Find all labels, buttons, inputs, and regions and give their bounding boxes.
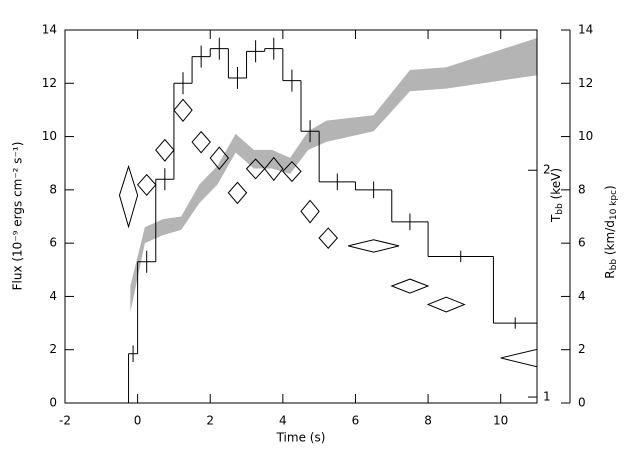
diamond: [209, 146, 230, 171]
y-tick-label: 0: [49, 396, 57, 410]
diamond: [155, 138, 175, 162]
y-tick-label: 8: [49, 182, 57, 196]
diamond: [390, 278, 430, 294]
y2-tick-label: 10: [578, 129, 593, 143]
diamond: [500, 348, 537, 368]
label-part: T: [549, 214, 563, 223]
diamond: [348, 239, 400, 253]
y-tick-label: 10: [42, 129, 57, 143]
diamond: [282, 160, 302, 183]
plot-area: [118, 37, 537, 403]
label-sub: 10 kpc: [609, 190, 619, 220]
band: [130, 37, 537, 313]
x-tick-label: 10: [493, 414, 508, 428]
x-tick-label: 6: [352, 414, 360, 428]
label-sub: bb: [609, 259, 619, 271]
label-part: ): [603, 185, 617, 190]
x-axis-label: Time (s): [276, 431, 326, 445]
x-tick-label: 4: [279, 414, 287, 428]
y2-tick-label: 2: [578, 342, 586, 356]
y2-tick-label: 0: [578, 396, 586, 410]
diamond: [426, 296, 466, 313]
diamond: [318, 227, 338, 249]
y-tick-label: 12: [42, 76, 57, 90]
diamond: [173, 98, 193, 123]
y2-tick-label: 12: [578, 76, 593, 90]
y-tick-label: 4: [49, 289, 57, 303]
y-tick-label: 14: [42, 23, 57, 37]
x-tick-label: 2: [206, 414, 214, 428]
label-part: R: [603, 270, 617, 278]
x-tick-label: 0: [134, 414, 142, 428]
y2-tick-label: 6: [578, 236, 586, 250]
diamond: [300, 199, 320, 224]
label-sub: bb: [555, 203, 565, 215]
y3-tick-label: 2: [543, 163, 551, 177]
diamond: [191, 130, 211, 154]
y-tick-label: 6: [49, 236, 57, 250]
label-part: (keV): [549, 168, 563, 203]
diamond: [136, 173, 157, 196]
y2-tick-label: 14: [578, 23, 593, 37]
label-part: (km/d: [603, 220, 617, 259]
y3-tick-label: 1: [543, 390, 551, 404]
y-axis-label: Flux (10⁻⁹ ergs cm⁻² s⁻¹): [11, 142, 25, 291]
plot-frame: [64, 29, 538, 404]
diamond: [118, 164, 139, 229]
diamond: [264, 156, 284, 182]
y2-tick-label: 8: [578, 182, 586, 196]
x-tick-label: 8: [424, 414, 432, 428]
y-tick-label: 2: [49, 342, 57, 356]
diamond: [227, 181, 248, 205]
x-tick-label: -2: [59, 414, 71, 428]
y2-tick-label: 4: [578, 289, 586, 303]
y3-axis-label: Tbb (keV): [549, 168, 565, 223]
y2-axis-label: Rbb (km/d10 kpc): [603, 185, 619, 278]
